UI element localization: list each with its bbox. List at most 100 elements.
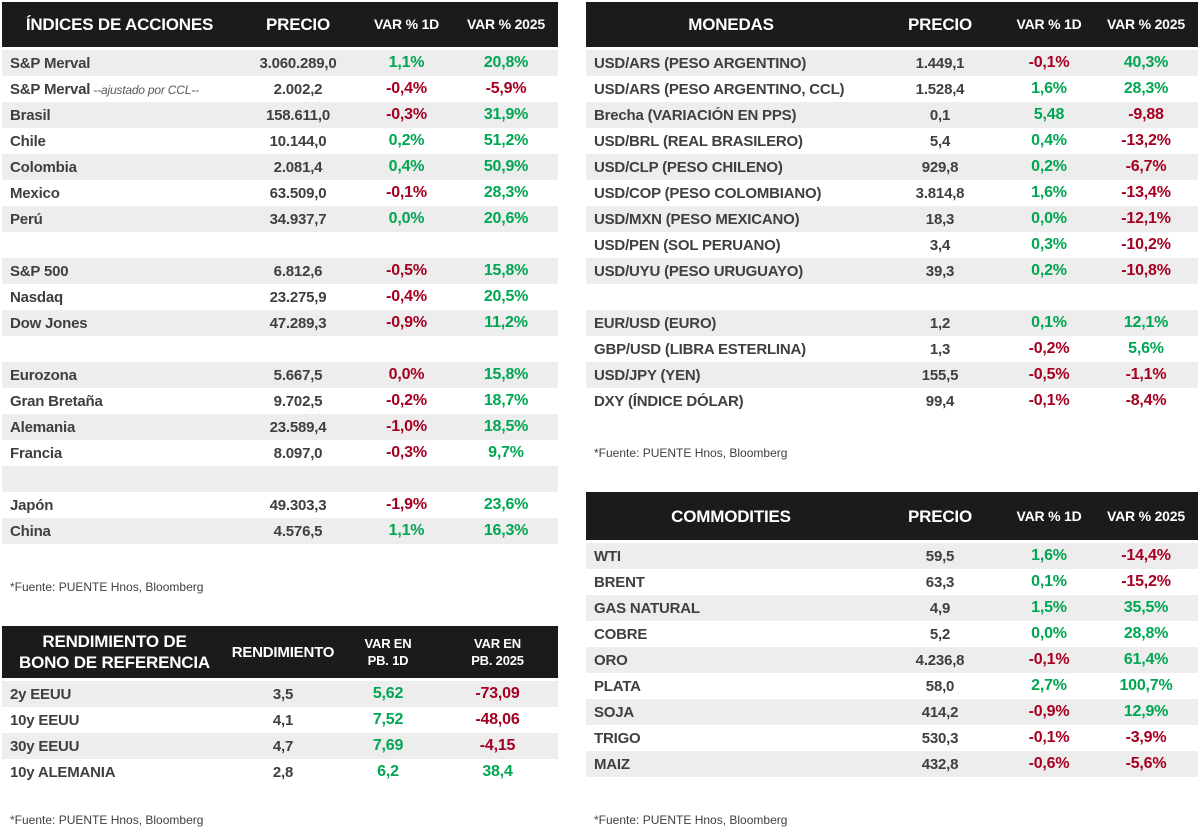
price-value-text: 3,5 <box>272 685 294 703</box>
table-row: Francia 8.097,0 -0,3% 9,7% <box>2 440 558 466</box>
table-row: USD/JPY (YEN) 155,5 -0,5% -1,1% <box>586 362 1198 388</box>
var-1d-value: 5,48 <box>1004 106 1094 124</box>
price-value-text: 1,3 <box>929 340 951 358</box>
var-2025-value: -5,9% <box>454 80 558 98</box>
var-1d-value: -0,3% <box>359 444 454 462</box>
bonds-header: RENDIMIENTO DE BONO DE REFERENCIA RENDIM… <box>2 626 558 678</box>
var-1d-value-text: 1,6% <box>1031 80 1067 97</box>
price-value: 414,2 <box>876 704 1004 721</box>
var-2025-value-text: 16,3% <box>483 522 529 539</box>
row-label-text: Colombia <box>10 158 77 176</box>
var-1d-value-text: -0,2% <box>1028 340 1070 357</box>
row-label-text: Chile <box>10 132 46 150</box>
var-2025-value: -10,8% <box>1094 262 1198 280</box>
row-label-text: Nasdaq <box>10 288 63 306</box>
var-2025-value: 16,3% <box>454 522 558 540</box>
row-label: 2y EEUU <box>2 686 227 703</box>
row-label: USD/BRL (REAL BRASILERO) <box>586 133 876 150</box>
price-value: 5,4 <box>876 133 1004 150</box>
price-value: 0,1 <box>876 107 1004 124</box>
row-label-text: PLATA <box>594 677 641 695</box>
var-1d-value-text: -0,1% <box>1028 651 1070 668</box>
var-2025-value: 50,9% <box>454 158 558 176</box>
price-value-text: 414,2 <box>921 703 959 721</box>
var-1d-value: -1,0% <box>359 418 454 436</box>
var-1d-value-text: -0,5% <box>1028 366 1070 383</box>
price-value-text: 5.667,5 <box>273 366 323 384</box>
row-label-text: USD/MXN (PESO MEXICANO) <box>594 210 800 228</box>
var-1d-value: -0,6% <box>1004 755 1094 773</box>
price-value-text: 432,8 <box>921 755 959 773</box>
row-label-text: USD/ARS (PESO ARGENTINO, CCL) <box>594 80 845 98</box>
var-1d-value: -0,9% <box>1004 703 1094 721</box>
row-label-text: USD/PEN (SOL PERUANO) <box>594 236 781 254</box>
var-1d-value-text: 7,69 <box>372 737 404 754</box>
var-2025-value-text: 35,5% <box>1123 599 1169 616</box>
var-1d-value-text: 1,5% <box>1031 599 1067 616</box>
price-value-text: 155,5 <box>921 366 959 384</box>
var-1d-value-text: 0,1% <box>1031 314 1067 331</box>
var-1d-value: -0,1% <box>359 184 454 202</box>
price-value-text: 2.081,4 <box>273 158 323 176</box>
var-1d-value: 0,1% <box>1004 314 1094 332</box>
table-row: Nasdaq 23.275,9 -0,4% 20,5% <box>2 284 558 310</box>
table-row: China 4.576,5 1,1% 16,3% <box>2 518 558 544</box>
var-1d-value-text: 0,0% <box>1031 210 1067 227</box>
table-title: ÍNDICES DE ACCIONES <box>25 15 214 34</box>
row-label-text: S&P Merval <box>10 80 91 98</box>
var-2025-value: 51,2% <box>454 132 558 150</box>
row-label: Eurozona <box>2 367 237 384</box>
var-2025-value: -9,88 <box>1094 106 1198 124</box>
col-header-var-2025: VAR % 2025 <box>1107 507 1185 524</box>
price-value-text: 4,7 <box>272 737 294 755</box>
table-row: ORO 4.236,8 -0,1% 61,4% <box>586 647 1198 673</box>
var-1d-value: 6,2 <box>339 763 437 781</box>
var-2025-value: -48,06 <box>437 711 558 729</box>
var-1d-value: 7,52 <box>339 711 437 729</box>
price-value: 2.002,2 <box>237 81 359 98</box>
table-row: USD/CLP (PESO CHILENO) 929,8 0,2% -6,7% <box>586 154 1198 180</box>
var-1d-value-text: 1,1% <box>388 54 425 71</box>
row-label: USD/JPY (YEN) <box>586 367 876 384</box>
price-value-text: 18,3 <box>925 210 955 228</box>
price-value-text: 5,2 <box>929 625 951 643</box>
price-value: 10.144,0 <box>237 133 359 150</box>
var-1d-value-text: 0,2% <box>388 132 425 149</box>
var-2025-value: -5,6% <box>1094 755 1198 773</box>
price-value-text: 2.002,2 <box>273 80 323 98</box>
var-2025-value: -10,2% <box>1094 236 1198 254</box>
var-1d-value: -0,1% <box>1004 392 1094 410</box>
var-1d-value-text: 1,1% <box>388 522 425 539</box>
price-value: 3.814,8 <box>876 185 1004 202</box>
row-label-text: 30y EEUU <box>10 737 80 755</box>
row-label: WTI <box>586 548 876 565</box>
var-1d-value: -0,2% <box>359 392 454 410</box>
var-2025-value-text: 12,9% <box>1123 703 1169 720</box>
bonds-table: RENDIMIENTO DE BONO DE REFERENCIA RENDIM… <box>2 626 558 785</box>
row-label: Nasdaq <box>2 289 237 306</box>
row-label-text: Brecha (VARIACIÓN EN PPS) <box>594 106 797 124</box>
row-label-text: BRENT <box>594 573 645 591</box>
table-row: Chile 10.144,0 0,2% 51,2% <box>2 128 558 154</box>
price-value: 4,7 <box>227 738 339 755</box>
var-2025-value-text: 20,8% <box>483 54 529 71</box>
col-header-var-2025: VAR % 2025 <box>1107 16 1185 32</box>
price-value: 4,1 <box>227 712 339 729</box>
row-label-text: USD/JPY (YEN) <box>594 366 701 384</box>
var-1d-value: 0,4% <box>1004 132 1094 150</box>
var-2025-value: -4,15 <box>437 737 558 755</box>
price-value: 63.509,0 <box>237 185 359 202</box>
var-2025-value-text: 38,4 <box>482 763 513 780</box>
var-2025-value-text: 15,8% <box>483 262 529 279</box>
row-label: GAS NATURAL <box>586 600 876 617</box>
row-label: SOJA <box>586 704 876 721</box>
var-2025-value-text: 11,2% <box>484 314 528 331</box>
var-2025-value-text: 5,6% <box>1128 340 1164 357</box>
source-note: *Fuente: PUENTE Hnos, Bloomberg <box>10 813 204 827</box>
row-label: 10y EEUU <box>2 712 227 729</box>
commodities-body: WTI 59,5 1,6% -14,4% BRENT 63,3 0,1% -15,2% GAS … <box>586 543 1198 777</box>
price-value: 1.449,1 <box>876 55 1004 72</box>
monedas-body: USD/ARS (PESO ARGENTINO) 1.449,1 -0,1% 40,3… <box>586 50 1198 414</box>
var-2025-value-text: -48,06 <box>475 711 520 728</box>
price-value: 432,8 <box>876 756 1004 773</box>
